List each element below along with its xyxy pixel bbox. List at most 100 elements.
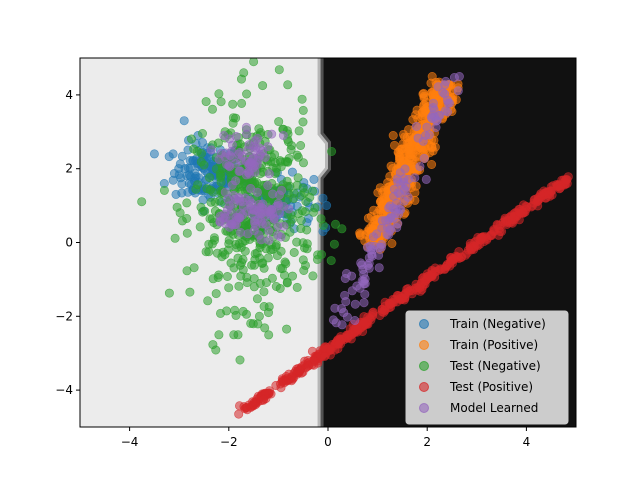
data-point xyxy=(400,164,410,174)
data-point xyxy=(205,173,215,183)
data-point xyxy=(453,86,463,96)
data-point xyxy=(367,311,377,321)
data-point xyxy=(248,319,258,329)
data-point xyxy=(189,263,199,273)
data-point xyxy=(220,187,230,197)
data-point xyxy=(236,228,246,238)
data-point xyxy=(296,141,306,151)
data-point xyxy=(304,361,314,371)
data-point xyxy=(368,232,378,242)
data-point xyxy=(222,271,232,281)
data-point xyxy=(400,289,410,299)
data-point xyxy=(239,68,249,78)
x-tick-label: −2 xyxy=(220,435,238,449)
data-point xyxy=(340,290,350,300)
legend-marker xyxy=(419,340,429,350)
data-point xyxy=(198,129,208,139)
data-point xyxy=(283,80,293,90)
data-point xyxy=(274,65,284,75)
data-point xyxy=(216,97,226,107)
data-point xyxy=(388,164,398,174)
data-point xyxy=(273,221,283,231)
data-point xyxy=(477,232,487,242)
data-point xyxy=(419,91,429,101)
data-point xyxy=(421,174,431,184)
data-point xyxy=(186,172,196,182)
data-point xyxy=(368,245,378,255)
data-point xyxy=(350,299,360,309)
data-point xyxy=(341,268,351,278)
data-point xyxy=(427,160,437,170)
data-point xyxy=(342,330,352,340)
data-point xyxy=(532,197,542,207)
data-point xyxy=(284,204,294,214)
data-point xyxy=(202,184,212,194)
data-point xyxy=(360,289,370,299)
data-point xyxy=(327,147,337,157)
data-point xyxy=(226,208,236,218)
data-point xyxy=(267,273,277,283)
data-point xyxy=(149,149,159,159)
data-point xyxy=(230,194,240,204)
data-point xyxy=(265,207,275,217)
data-point xyxy=(235,213,245,223)
data-point xyxy=(216,308,226,318)
data-point xyxy=(235,355,245,365)
data-point xyxy=(267,129,277,139)
x-tick-label: 4 xyxy=(523,435,531,449)
data-point xyxy=(272,251,282,261)
data-point xyxy=(301,197,311,207)
data-point xyxy=(404,174,414,184)
data-point xyxy=(297,206,307,216)
x-tick-label: 0 xyxy=(324,435,332,449)
data-point xyxy=(403,192,413,202)
data-point xyxy=(359,279,369,289)
data-point xyxy=(240,246,250,256)
data-point xyxy=(329,239,339,249)
legend-label: Train (Positive) xyxy=(449,338,538,352)
data-point xyxy=(322,201,332,211)
data-point xyxy=(294,126,304,136)
data-point xyxy=(392,174,402,184)
data-point xyxy=(309,174,319,184)
data-point xyxy=(412,105,422,115)
data-point xyxy=(454,72,464,82)
data-point xyxy=(312,254,322,264)
data-points-layer xyxy=(137,58,573,419)
data-point xyxy=(180,164,190,174)
data-point xyxy=(339,308,349,318)
data-point xyxy=(238,306,248,316)
data-point xyxy=(292,150,302,160)
data-point xyxy=(274,117,284,127)
data-point xyxy=(258,81,268,91)
data-point xyxy=(258,394,268,404)
data-point xyxy=(254,311,264,321)
data-point xyxy=(214,270,224,280)
data-point xyxy=(287,167,297,177)
data-point xyxy=(296,216,306,226)
data-point xyxy=(388,131,398,141)
data-point xyxy=(404,146,414,156)
data-point xyxy=(395,154,405,164)
data-point xyxy=(308,186,318,196)
data-point xyxy=(428,98,438,108)
data-point xyxy=(359,298,369,308)
data-point xyxy=(271,380,281,390)
data-point xyxy=(286,145,296,155)
data-point xyxy=(431,116,441,126)
data-point xyxy=(276,232,286,242)
data-point xyxy=(298,255,308,265)
legend-label: Test (Negative) xyxy=(449,359,541,373)
data-point xyxy=(258,258,268,268)
data-point xyxy=(561,175,571,185)
data-point xyxy=(250,249,260,259)
y-tick-label: −4 xyxy=(55,383,73,397)
data-point xyxy=(249,260,259,270)
data-point xyxy=(245,200,255,210)
data-point xyxy=(472,240,482,250)
legend-marker xyxy=(419,382,429,392)
axes-layer: −4 −2 0 2 4 −4 −2 0 2 4 xyxy=(55,88,530,449)
data-point xyxy=(296,224,306,234)
data-point xyxy=(427,271,437,281)
